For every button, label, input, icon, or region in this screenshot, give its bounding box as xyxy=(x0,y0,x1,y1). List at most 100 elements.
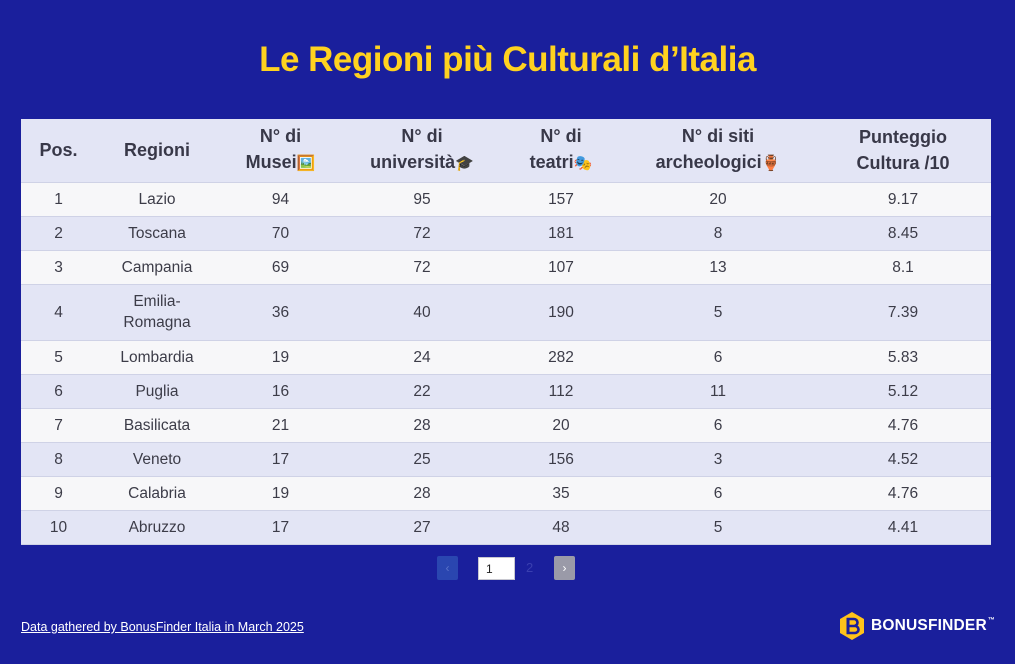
cell-theatres: 112 xyxy=(501,374,621,409)
header-region[interactable]: Regioni xyxy=(96,119,218,183)
cell-region-line2: Romagna xyxy=(123,314,191,331)
source-link[interactable]: Data gathered by BonusFinder Italia in M… xyxy=(21,620,304,634)
table-row: 6 Puglia 16 22 112 11 5.12 xyxy=(21,374,991,409)
cell-pos: 5 xyxy=(21,340,96,375)
cell-score: 5.12 xyxy=(815,374,991,409)
regions-table: Pos. Regioni N° di Musei🖼️ N° di univers… xyxy=(21,119,991,545)
cell-universities: 95 xyxy=(343,182,501,217)
cell-theatres: 48 xyxy=(501,510,621,545)
cell-score: 4.41 xyxy=(815,510,991,545)
cell-region: Basilicata xyxy=(96,408,218,443)
cell-sites: 5 xyxy=(621,284,815,341)
cell-theatres: 107 xyxy=(501,250,621,285)
table-row: 7 Basilicata 21 28 20 6 4.76 xyxy=(21,408,991,443)
cell-region: Lombardia xyxy=(96,340,218,375)
cell-score: 8.1 xyxy=(815,250,991,285)
pagination: ‹ 2 › xyxy=(437,556,577,580)
cell-sites: 6 xyxy=(621,476,815,511)
header-universities-line1: N° di xyxy=(401,126,443,147)
cell-museums: 19 xyxy=(218,340,343,375)
header-universities[interactable]: N° di università🎓 xyxy=(343,119,501,183)
cell-region: Puglia xyxy=(96,374,218,409)
cell-universities: 22 xyxy=(343,374,501,409)
cell-museums: 16 xyxy=(218,374,343,409)
logo-trademark: ™ xyxy=(987,617,996,624)
bonusfinder-b-badge-icon xyxy=(838,611,866,641)
header-universities-line2: università xyxy=(370,152,456,173)
cell-sites: 8 xyxy=(621,216,815,251)
logo-wordmark: BONUSFINDER™ xyxy=(871,617,995,635)
cell-universities: 27 xyxy=(343,510,501,545)
cell-sites: 6 xyxy=(621,340,815,375)
logo-text: BONUSFINDER xyxy=(871,617,987,634)
header-sites-line1: N° di siti xyxy=(681,126,755,147)
cell-museums: 94 xyxy=(218,182,343,217)
cell-theatres: 181 xyxy=(501,216,621,251)
cell-pos: 9 xyxy=(21,476,96,511)
cell-region: Abruzzo xyxy=(96,510,218,545)
cell-universities: 28 xyxy=(343,408,501,443)
cell-score: 4.52 xyxy=(815,442,991,477)
cell-museums: 17 xyxy=(218,442,343,477)
header-museums-line2: Musei xyxy=(245,152,297,173)
previous-page-button[interactable]: ‹ xyxy=(437,556,458,580)
header-culture-score[interactable]: Punteggio Cultura /10 xyxy=(815,119,991,183)
cell-theatres: 282 xyxy=(501,340,621,375)
cell-museums: 70 xyxy=(218,216,343,251)
cell-region: Toscana xyxy=(96,216,218,251)
cell-pos: 8 xyxy=(21,442,96,477)
cell-museums: 21 xyxy=(218,408,343,443)
table-row: 3 Campania 69 72 107 13 8.1 xyxy=(21,250,991,285)
cell-theatres: 35 xyxy=(501,476,621,511)
cell-theatres: 156 xyxy=(501,442,621,477)
total-pages: 2 xyxy=(526,560,534,575)
cell-score: 7.39 xyxy=(815,284,991,341)
page-title: Le Regioni più Culturali d’Italia xyxy=(259,40,756,79)
cell-universities: 72 xyxy=(343,250,501,285)
cell-universities: 28 xyxy=(343,476,501,511)
header-theatres-line2: teatri xyxy=(529,152,574,173)
cell-region: Emilia- Romagna xyxy=(96,284,218,341)
table-row: 5 Lombardia 19 24 282 6 5.83 xyxy=(21,340,991,375)
cell-score: 4.76 xyxy=(815,476,991,511)
header-row: Pos. Regioni N° di Musei🖼️ N° di univers… xyxy=(21,119,991,183)
cell-region: Calabria xyxy=(96,476,218,511)
cell-museums: 19 xyxy=(218,476,343,511)
header-museums[interactable]: N° di Musei🖼️ xyxy=(218,119,343,183)
header-theatres[interactable]: N° di teatri🎭 xyxy=(501,119,621,183)
cell-museums: 69 xyxy=(218,250,343,285)
cell-theatres: 190 xyxy=(501,284,621,341)
cell-pos: 4 xyxy=(21,284,96,341)
cell-score: 9.17 xyxy=(815,182,991,217)
cell-universities: 25 xyxy=(343,442,501,477)
header-archaeological-sites[interactable]: N° di siti archeologici🏺 xyxy=(621,119,815,183)
next-page-button[interactable]: › xyxy=(554,556,575,580)
cell-museums: 36 xyxy=(218,284,343,341)
cell-sites: 6 xyxy=(621,408,815,443)
page-number-input[interactable] xyxy=(478,557,515,580)
cell-pos: 6 xyxy=(21,374,96,409)
cell-pos: 1 xyxy=(21,182,96,217)
amphora-icon: 🏺 xyxy=(761,155,781,173)
cell-region: Campania xyxy=(96,250,218,285)
cell-pos: 7 xyxy=(21,408,96,443)
theatre-masks-icon: 🎭 xyxy=(573,155,593,173)
bonusfinder-logo[interactable]: BONUSFINDER™ xyxy=(838,610,995,642)
cell-region-line1: Emilia- xyxy=(133,293,181,310)
header-pos[interactable]: Pos. xyxy=(21,119,96,183)
cell-pos: 10 xyxy=(21,510,96,545)
cell-sites: 11 xyxy=(621,374,815,409)
table-body: 1 Lazio 94 95 157 20 9.17 2 Toscana 70 7… xyxy=(21,182,991,545)
graduation-cap-icon: 🎓 xyxy=(455,155,474,173)
table-row: 1 Lazio 94 95 157 20 9.17 xyxy=(21,182,991,217)
table-row: 8 Veneto 17 25 156 3 4.52 xyxy=(21,442,991,477)
table-row: 4 Emilia- Romagna 36 40 190 5 7.39 xyxy=(21,284,991,341)
cell-region: Lazio xyxy=(96,182,218,217)
framed-picture-icon: 🖼️ xyxy=(296,155,316,173)
table-row: 9 Calabria 19 28 35 6 4.76 xyxy=(21,476,991,511)
cell-region: Veneto xyxy=(96,442,218,477)
cell-score: 8.45 xyxy=(815,216,991,251)
cell-pos: 3 xyxy=(21,250,96,285)
table-row: 10 Abruzzo 17 27 48 5 4.41 xyxy=(21,510,991,545)
header-museums-line1: N° di xyxy=(259,126,302,147)
